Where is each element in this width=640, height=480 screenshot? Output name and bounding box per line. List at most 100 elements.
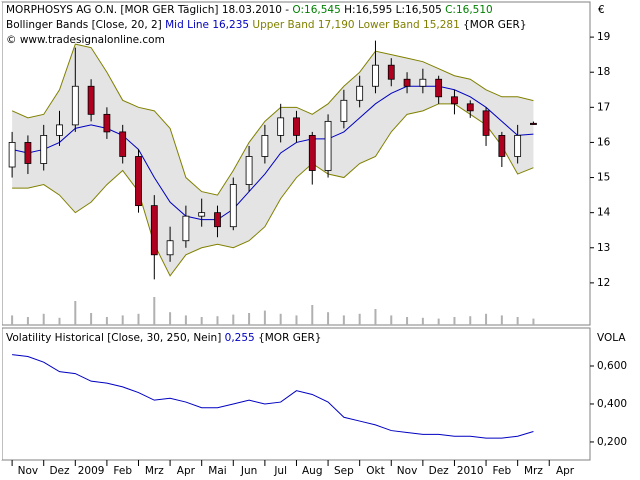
currency: € [598, 4, 605, 16]
candle-body [482, 110, 490, 136]
volume-bar [374, 309, 377, 325]
candle-body [387, 64, 395, 80]
indicator-lower: Lower Band 15,281 [358, 19, 460, 31]
volume-bar [390, 315, 393, 325]
volume-bar [342, 315, 345, 325]
x-tick-label: Feb [493, 465, 512, 477]
volume-bar [532, 318, 535, 325]
candle-body [103, 113, 111, 133]
volume-bar [121, 315, 124, 325]
candle-body [198, 212, 206, 217]
volume-bar [500, 315, 503, 325]
x-tick-label: Mrz [145, 465, 164, 477]
vola-legend: Volatility Historical [Close, 30, 250, N… [6, 332, 321, 344]
volume-bar [169, 312, 172, 325]
band-fill [12, 44, 534, 276]
mid-line [12, 85, 534, 221]
x-tick-label: Aug [302, 465, 323, 477]
volume-bar [516, 317, 519, 325]
volatility-panel [1, 327, 591, 461]
volume-bar [469, 316, 472, 325]
candle-body [451, 96, 458, 105]
candle-body [466, 103, 474, 112]
vola-title: Volatility Historical [Close, 30, 250, N… [6, 332, 221, 344]
y-tick-label: 17 [597, 101, 610, 113]
candle-body [308, 135, 316, 171]
x-tick-label: Jun [240, 465, 257, 477]
header-high-low: H:16,595 L:16,505 [344, 4, 442, 16]
candle-body [530, 122, 537, 125]
header-open: O:16,545 [292, 4, 340, 16]
header: MORPHOSYS AG O.N. [MOR GER Täglich] 18.0… [6, 4, 493, 16]
candle-body [403, 78, 411, 87]
copyright: © www.tradesignalonline.com [6, 34, 165, 46]
volume-bar [58, 317, 61, 325]
volume-bar [279, 313, 282, 325]
x-tick-label: Mai [208, 465, 226, 477]
volume-bar [437, 318, 440, 325]
candle-body [435, 78, 443, 98]
volume-bar [311, 305, 314, 325]
volume-bar [153, 297, 156, 325]
candle-body [324, 120, 332, 171]
candle-body [135, 156, 142, 207]
x-tick-label: Jul [273, 465, 287, 477]
header-symbol: MORPHOSYS AG O.N. [MOR GER Täglich] 18.0… [6, 4, 289, 16]
candle-body [229, 184, 237, 228]
volume-bar [263, 310, 266, 325]
y-tick-label: 0,400 [597, 398, 627, 410]
y-tick-label: 15 [597, 172, 610, 184]
vola-axis-label: VOLA [597, 332, 626, 344]
volume-bar [74, 301, 77, 325]
volume-bar [232, 314, 235, 325]
volume-bar [42, 313, 45, 325]
candle-body [514, 135, 522, 157]
volume-bar [421, 317, 424, 325]
candle-body [150, 205, 158, 256]
x-tick-label: Feb [113, 465, 132, 477]
vola-last: 0,255 [225, 332, 255, 344]
x-tick-label: Dez [429, 465, 450, 477]
x-tick-label: Nov [397, 465, 418, 477]
indicator: Bollinger Bands [Close, 20, 2] Mid Line … [6, 19, 527, 31]
x-tick-label: Dez [49, 465, 70, 477]
indicator-symbol: {MOR GER} [463, 19, 526, 31]
candle-body [119, 131, 127, 157]
x-tick-label: Apr [556, 465, 575, 477]
volume-bar [406, 317, 409, 325]
candle-body [498, 135, 506, 157]
volume-bar [453, 317, 456, 325]
x-tick-label: Mrz [524, 465, 543, 477]
indicator-name: Bollinger Bands [Close, 20, 2] [6, 19, 162, 31]
x-tick-label: 2010 [457, 465, 484, 477]
volume-bar [105, 317, 108, 325]
candle-body [340, 99, 348, 122]
y-tick-label: 19 [597, 31, 610, 43]
volume-bar [248, 313, 251, 325]
plot-area: 12 13 14 15 16 17 18 19 0,200 0,400 0,600 Nov Dez 200… [8, 31, 627, 477]
volume-bar [184, 315, 187, 325]
candle-body [293, 117, 300, 136]
vola-symbol: {MOR GER} [258, 332, 321, 344]
volume-bar [137, 313, 140, 325]
candle-body [71, 85, 79, 126]
indicator-upper: Upper Band 17,190 [252, 19, 354, 31]
volume-bar [11, 315, 14, 325]
candle-body [356, 85, 364, 101]
volume-bar [216, 316, 219, 325]
lower-band [12, 103, 534, 277]
x-tick-label: Nov [18, 465, 39, 477]
y-tick-label: 14 [597, 207, 611, 219]
candle-body [419, 78, 427, 87]
x-tick-label: Apr [177, 465, 196, 477]
candle-body [87, 85, 95, 115]
edge [0, 2, 2, 460]
candle-body [40, 135, 48, 164]
candle-body [56, 124, 63, 136]
y-tick-label: 12 [597, 277, 610, 289]
volume-bar [26, 317, 29, 325]
candle-body [24, 142, 32, 164]
upper-band [11, 43, 534, 196]
